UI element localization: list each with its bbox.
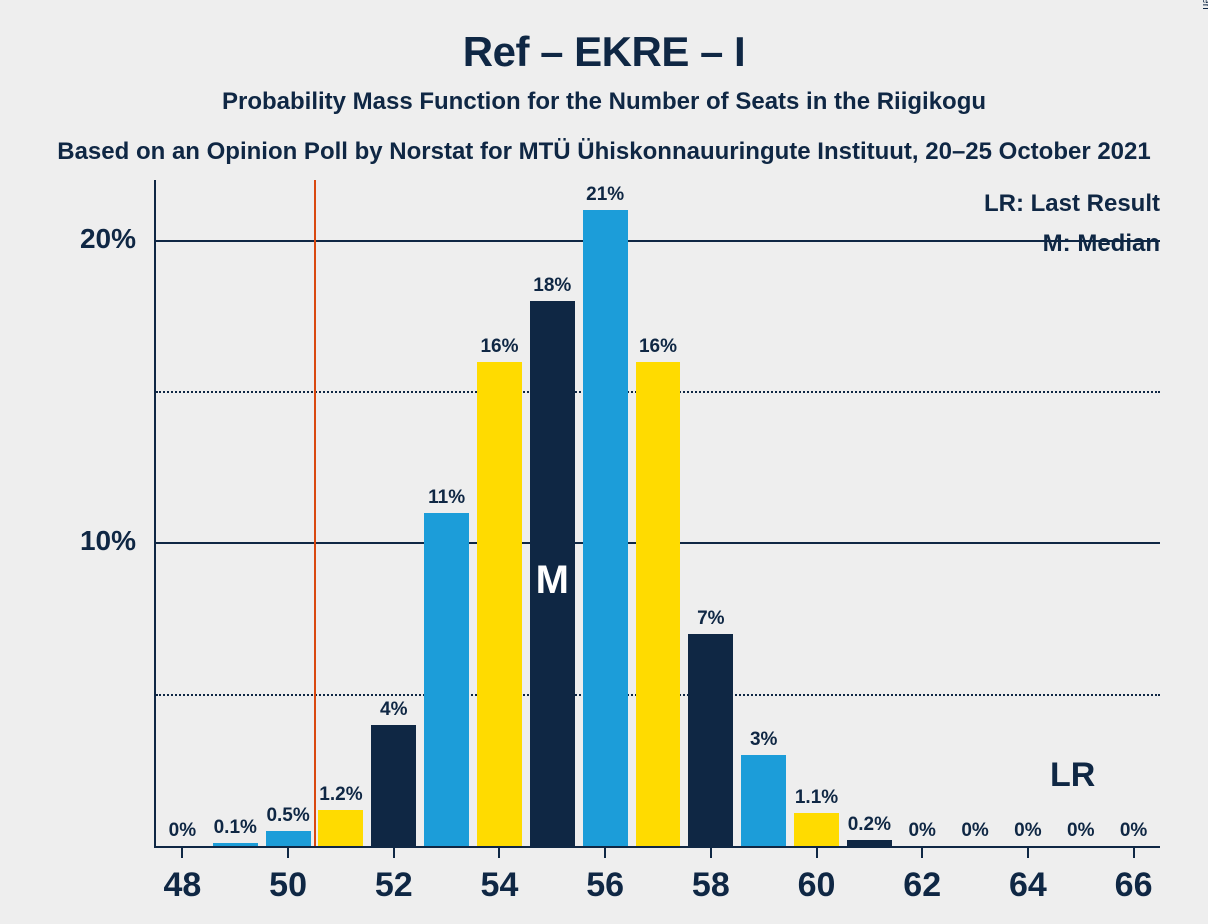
bar	[213, 843, 258, 846]
bar-label: 11%	[412, 487, 482, 509]
x-tick-label: 58	[671, 866, 751, 905]
x-tick-label: 62	[882, 866, 962, 905]
bar-label: 3%	[729, 729, 799, 751]
y-tick-label: 20%	[0, 223, 136, 255]
last-result-short-label: LR	[1050, 756, 1095, 795]
bar-label: 1.1%	[782, 787, 852, 809]
bar	[741, 755, 786, 846]
x-tick-mark	[498, 848, 500, 858]
y-tick-label: 10%	[0, 525, 136, 557]
x-tick-mark	[921, 848, 923, 858]
bar-label: 16%	[464, 336, 534, 358]
bar	[583, 210, 628, 846]
bar-label: 18%	[517, 275, 587, 297]
x-tick-label: 52	[354, 866, 434, 905]
bar	[794, 813, 839, 846]
chart-page: © 2021 Filip van Laenen Ref – EKRE – I P…	[0, 0, 1208, 924]
last-result-line	[314, 180, 316, 846]
bar-label: 1.2%	[306, 784, 376, 806]
x-tick-label: 48	[142, 866, 222, 905]
x-tick-label: 50	[248, 866, 328, 905]
bar	[847, 840, 892, 846]
x-tick-mark	[1027, 848, 1029, 858]
y-axis-line	[154, 180, 156, 846]
bar-label: 0%	[1099, 820, 1169, 842]
x-tick-label: 56	[565, 866, 645, 905]
bar-label: 16%	[623, 336, 693, 358]
gridline-major	[156, 240, 1160, 242]
bar	[477, 362, 522, 846]
x-tick-mark	[393, 848, 395, 858]
bar-label: 0.5%	[253, 805, 323, 827]
x-tick-mark	[287, 848, 289, 858]
bar	[266, 831, 311, 846]
x-tick-mark	[1133, 848, 1135, 858]
bar-label: 7%	[676, 608, 746, 630]
x-tick-mark	[710, 848, 712, 858]
median-marker: M	[530, 558, 575, 603]
bar-label: 21%	[570, 184, 640, 206]
bar	[371, 725, 416, 846]
x-tick-mark	[181, 848, 183, 858]
bar	[688, 634, 733, 846]
x-tick-label: 54	[459, 866, 539, 905]
bar-label: 4%	[359, 699, 429, 721]
x-tick-label: 60	[777, 866, 857, 905]
x-tick-label: 66	[1094, 866, 1174, 905]
bar	[636, 362, 681, 846]
x-tick-mark	[816, 848, 818, 858]
x-axis-line	[154, 846, 1160, 848]
bar	[318, 810, 363, 846]
x-tick-mark	[604, 848, 606, 858]
bar	[424, 513, 469, 846]
pmf-chart: 10%20%0%0.1%0.5%1.2%4%11%16%18%M21%16%7%…	[0, 0, 1208, 924]
x-tick-label: 64	[988, 866, 1068, 905]
